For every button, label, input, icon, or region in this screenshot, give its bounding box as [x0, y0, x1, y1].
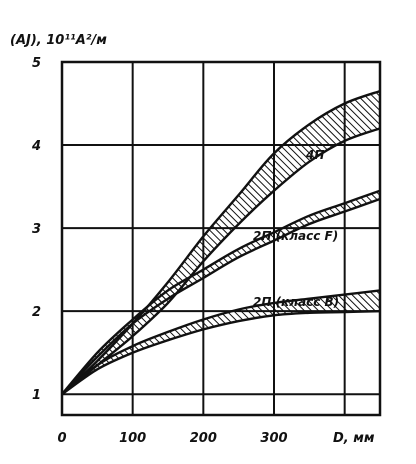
- band-lower-line-2p-class-f: [62, 197, 380, 396]
- band-label-2p-class-b: 2П (класс B): [253, 295, 339, 309]
- band-lower-line-2p-class-b: [62, 310, 380, 396]
- band-lower-line-4p: [62, 127, 380, 396]
- band-upper-line-2p-class-f: [62, 189, 380, 395]
- y-tick-label-2: 2: [32, 305, 41, 320]
- x-tick-label-300: 300: [260, 431, 287, 446]
- band-fill-2p-class-b: [62, 290, 380, 395]
- plot-frame: [60, 60, 382, 417]
- bands: [62, 89, 380, 396]
- tick-labels: 0 100 200 300 1 2 3 4 5: [31, 56, 288, 446]
- band-label-4p: 4П: [305, 148, 324, 162]
- band-upper-line-4p: [62, 89, 380, 396]
- x-tick-label-100: 100: [119, 431, 146, 446]
- y-axis-label: (AJ), 10¹¹A²/м: [10, 33, 107, 48]
- band-upper-line-2p-class-b: [62, 289, 380, 396]
- x-tick-label-200: 200: [190, 431, 217, 446]
- y-tick-label-1: 1: [32, 388, 41, 403]
- x-tick-label-0: 0: [57, 431, 66, 446]
- y-tick-label-5: 5: [32, 56, 41, 71]
- y-tick-label-3: 3: [32, 222, 41, 237]
- x-axis-label: D, мм: [333, 431, 375, 446]
- band-label-2p-class-f: 2П (класс F): [253, 229, 338, 243]
- y-tick-label-4: 4: [31, 139, 41, 154]
